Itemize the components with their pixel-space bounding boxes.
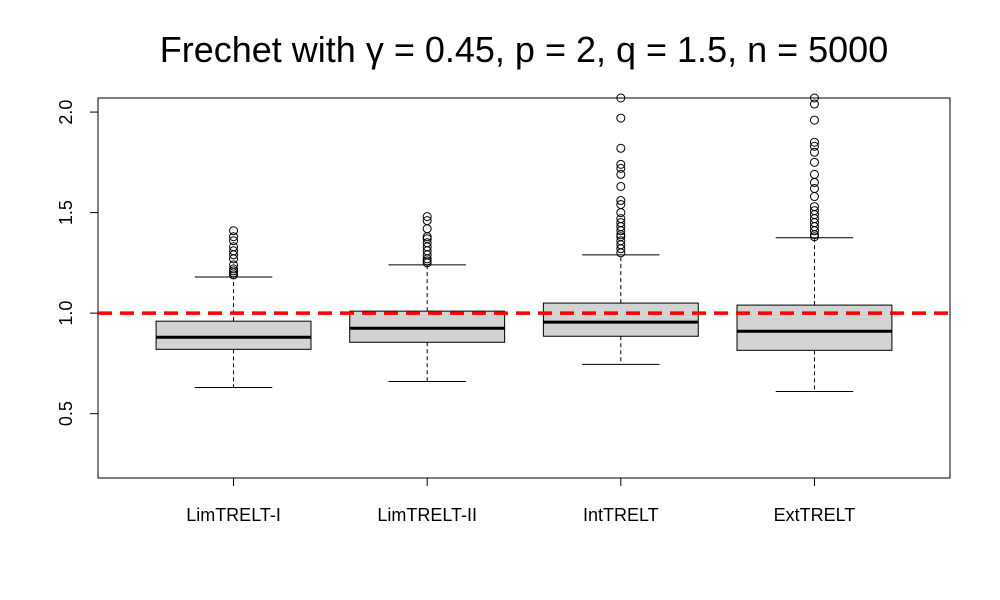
- outlier-point: [422, 212, 432, 222]
- y-tick-label: 0.5: [56, 401, 76, 426]
- y-tick-label: 1.0: [56, 301, 76, 326]
- outlier-point: [616, 218, 626, 228]
- outlier-point: [616, 143, 626, 153]
- outlier-point: [229, 246, 239, 256]
- outlier-point: [422, 238, 432, 248]
- iqr-box: [542, 302, 699, 337]
- outlier-point: [229, 226, 239, 236]
- outlier-point: [809, 206, 819, 216]
- outlier-point: [229, 264, 239, 274]
- y-tick-label: 1.5: [56, 200, 76, 225]
- outlier-point: [809, 141, 819, 151]
- outlier-point: [229, 236, 239, 246]
- outlier-point: [809, 157, 819, 167]
- outlier-point: [422, 232, 432, 242]
- outlier-point: [616, 236, 626, 246]
- outlier-point: [229, 232, 239, 242]
- plot-frame: [97, 97, 951, 479]
- outlier-point: [616, 159, 626, 169]
- outlier-point: [616, 113, 626, 123]
- x-tick-label: IntTRELT: [583, 505, 659, 525]
- outlier-point: [616, 93, 626, 103]
- outlier-point: [809, 183, 819, 193]
- outlier-point: [809, 177, 819, 187]
- outlier-point: [809, 137, 819, 147]
- outlier-point: [809, 147, 819, 157]
- outlier-point: [809, 115, 819, 125]
- x-tick-label: LimTRELT-I: [186, 505, 281, 525]
- outlier-point: [616, 196, 626, 206]
- outlier-point: [616, 200, 626, 210]
- outlier-point: [616, 169, 626, 179]
- outlier-point: [422, 216, 432, 226]
- outlier-point: [809, 169, 819, 179]
- x-tick-label: LimTRELT-II: [377, 505, 477, 525]
- outlier-point: [616, 214, 626, 224]
- outlier-point: [809, 192, 819, 202]
- outlier-point: [809, 99, 819, 109]
- outlier-point: [229, 260, 239, 270]
- outlier-point: [809, 93, 819, 103]
- x-tick-label: ExtTRELT: [774, 505, 856, 525]
- outlier-point: [616, 208, 626, 218]
- outlier-point: [809, 202, 819, 212]
- iqr-box: [155, 320, 312, 350]
- outlier-point: [229, 242, 239, 252]
- outlier-point: [616, 181, 626, 191]
- y-tick-label: 2.0: [56, 100, 76, 125]
- iqr-box: [349, 310, 506, 343]
- outlier-point: [616, 163, 626, 173]
- outlier-point: [422, 224, 432, 234]
- chart-title: Frechet with γ = 0.45, p = 2, q = 1.5, n…: [160, 29, 888, 70]
